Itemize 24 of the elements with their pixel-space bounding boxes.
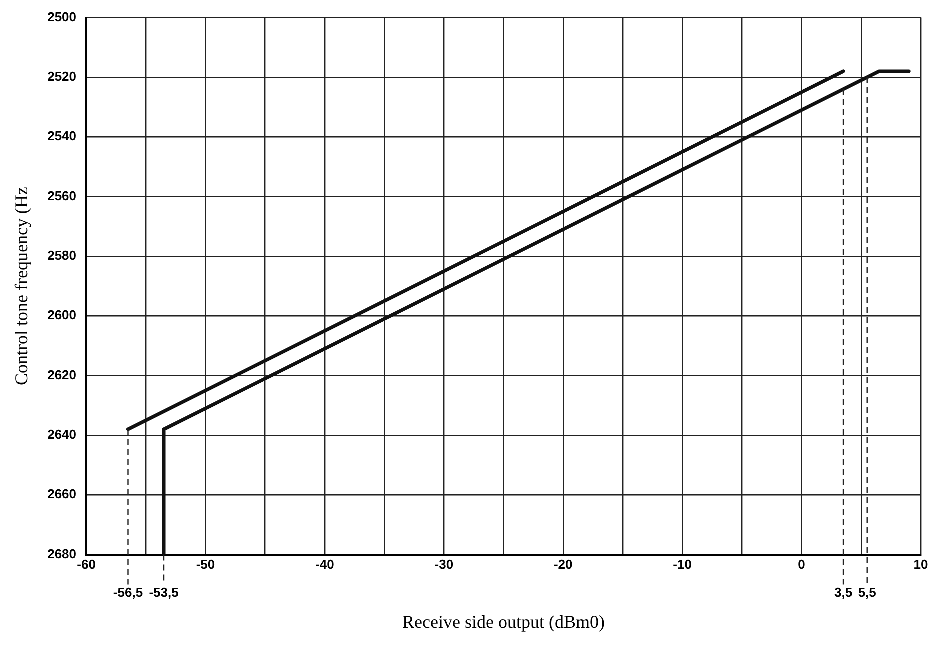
y-tick-label: 2540 [48,128,77,144]
y-axis-title: Control tone frequency (Hz [12,187,32,386]
y-tick-label: 2620 [48,367,77,382]
y-tick-label: 2560 [48,188,77,204]
ref-line-label: -53,5 [149,584,179,600]
ref-line-label: 3,5 [834,584,853,600]
ref-line-label: -56,5 [113,584,144,600]
ref-line-label: 5,5 [858,584,876,600]
y-tick-label: 2660 [48,486,77,502]
y-tick-label: 2500 [48,9,77,24]
y-tick-label: 2680 [48,546,77,562]
x-tick-label: 0 [798,557,806,572]
x-tick-label: -60 [77,557,96,572]
x-axis-title: Receive side output (dBm0) [402,612,605,632]
y-tick-label: 2640 [48,427,77,442]
x-tick-label: -40 [316,557,334,572]
y-tick-label: 2600 [48,308,77,323]
y-tick-label: 2520 [48,69,77,84]
y-tick-label: 2580 [48,248,77,264]
x-tick-label: -20 [554,557,573,572]
x-tick-label: -30 [434,557,454,572]
x-tick-label: 10 [914,557,928,572]
x-tick-label: -50 [196,557,216,572]
x-tick-label: -10 [673,557,692,572]
